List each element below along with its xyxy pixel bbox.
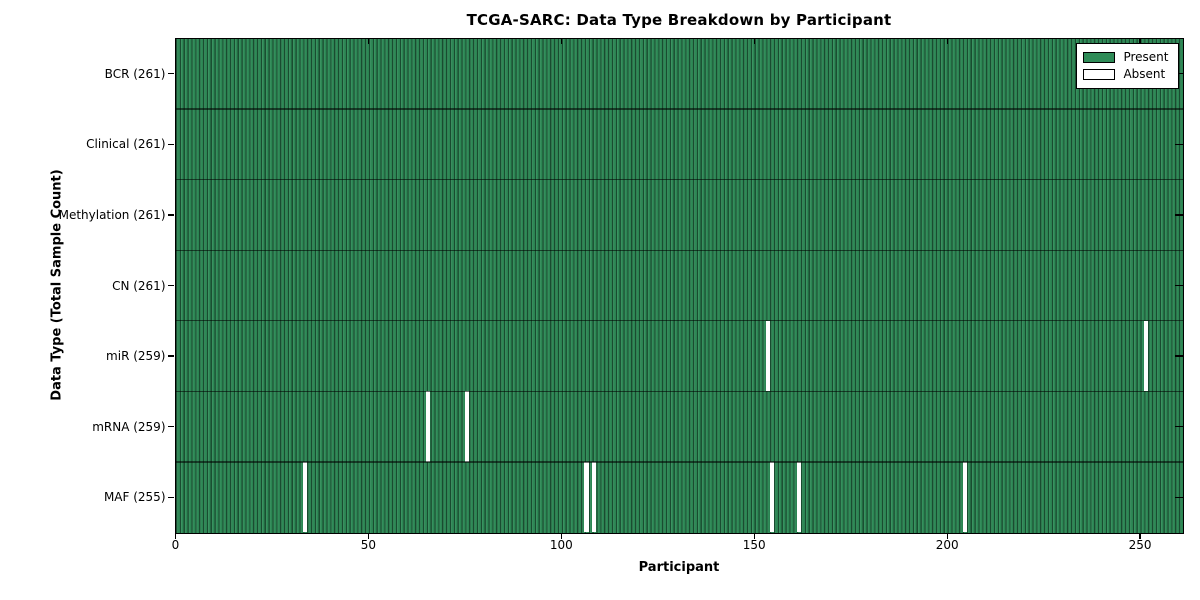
absent-gap-MAF-154: [769, 461, 774, 533]
x-tick-bottom: [367, 532, 369, 539]
legend-swatch-absent: [1083, 68, 1116, 80]
y-tick-right: [1174, 426, 1183, 428]
y-tick-right: [1174, 496, 1183, 498]
x-tick-bottom: [1139, 532, 1141, 539]
y-tick-right: [1174, 355, 1183, 357]
row-separator: [175, 249, 1183, 251]
x-tick-top: [946, 38, 948, 44]
y-tick-label: CN (261): [112, 278, 166, 293]
y-tick-label: miR (259): [106, 349, 166, 364]
absent-gap-MAF-161: [796, 461, 801, 533]
y-tick-right: [1174, 214, 1183, 216]
x-tick-top: [1139, 38, 1141, 44]
y-tick-right: [1174, 73, 1183, 75]
row-separator: [175, 461, 1183, 463]
y-tick-label: Clinical (261): [86, 137, 166, 152]
y-tick-right: [1174, 284, 1183, 287]
x-tick-label: 50: [360, 537, 377, 552]
x-tick-bottom: [753, 532, 755, 539]
legend-swatch-present: [1083, 51, 1116, 63]
y-tick-label: MAF (255): [103, 490, 166, 505]
y-tick-label: Methylation (261): [58, 207, 166, 222]
legend-label-absent: Absent: [1123, 66, 1166, 81]
absent-gap-MAF-108: [592, 461, 597, 533]
absent-gap-MAF-204: [962, 461, 967, 533]
x-tick-label: 250: [1128, 537, 1152, 552]
y-tick-left: [168, 284, 174, 287]
legend-entry-absent: Absent: [1083, 66, 1168, 83]
x-tick-top: [753, 38, 755, 44]
y-tick-left: [168, 214, 174, 216]
y-tick-label: mRNA (259): [92, 419, 166, 434]
plot-area: Present Absent BCR (261) Clinical (261) Me…: [59, 37, 1184, 552]
x-tick-top: [174, 38, 177, 44]
absent-gap-MAF-106: [584, 461, 589, 533]
x-tick-top: [367, 38, 369, 44]
row-separator: [175, 320, 1183, 322]
x-tick-bottom: [174, 532, 177, 539]
absent-gap-miR-251: [1143, 320, 1148, 392]
y-tick-left: [168, 73, 174, 75]
x-tick-label: 100: [549, 537, 573, 552]
x-tick-label: 150: [742, 537, 766, 552]
y-axis-label: Data Type (Total Sample Count): [49, 169, 65, 401]
x-tick-top: [560, 38, 562, 44]
row-separator: [175, 108, 1183, 110]
absent-gap-MAF-33: [302, 461, 307, 533]
y-tick-right: [1174, 143, 1183, 145]
x-tick-label: 200: [935, 537, 959, 552]
absent-gap-mRNA-75: [464, 391, 469, 462]
legend-entry-present: Present: [1083, 49, 1169, 66]
y-tick-left: [168, 496, 174, 498]
y-tick-left: [168, 355, 174, 357]
y-tick-left: [168, 426, 174, 428]
row-separator: [175, 390, 1183, 392]
y-tick-label: BCR (261): [104, 66, 166, 81]
legend-label-present: Present: [1123, 49, 1169, 64]
y-tick-left: [168, 143, 174, 145]
x-tick-bottom: [560, 532, 562, 539]
absent-gap-miR-153: [765, 320, 770, 392]
x-tick-bottom: [946, 532, 948, 539]
legend: Present Absent: [1076, 42, 1179, 89]
x-axis-label: Participant: [638, 560, 720, 575]
row-separator: [175, 179, 1183, 181]
x-tick-label: 0: [171, 537, 180, 552]
chart-title: TCGA-SARC: Data Type Breakdown by Partic…: [466, 11, 892, 29]
absent-gap-mRNA-65: [426, 391, 431, 462]
